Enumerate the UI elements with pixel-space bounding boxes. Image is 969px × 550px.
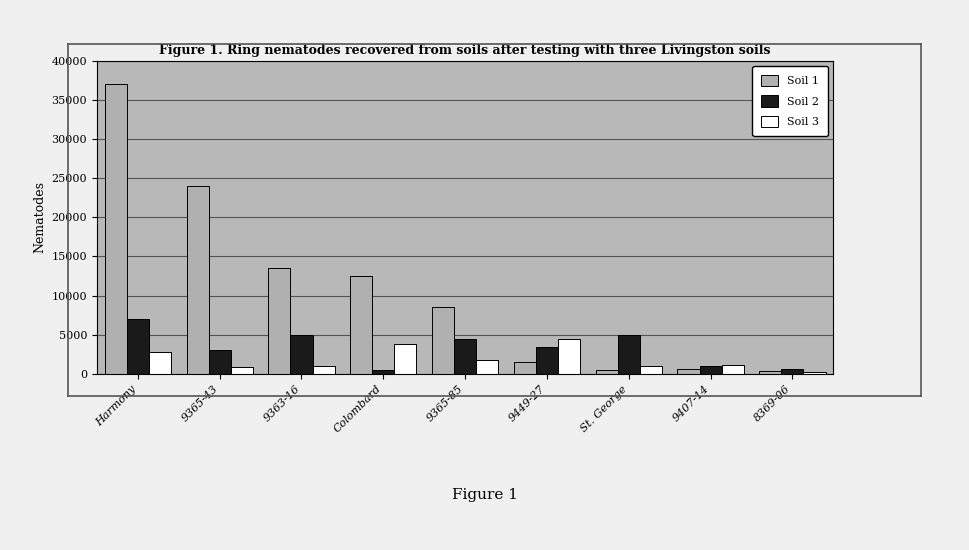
- Bar: [558, 339, 580, 374]
- Bar: [186, 186, 208, 374]
- Bar: [781, 368, 803, 374]
- Bar: [268, 268, 291, 374]
- Bar: [700, 366, 722, 374]
- Bar: [149, 352, 171, 374]
- Title: Figure 1. Ring nematodes recovered from soils after testing with three Livingsto: Figure 1. Ring nematodes recovered from …: [159, 43, 771, 57]
- Y-axis label: Nematodes: Nematodes: [33, 182, 46, 253]
- Bar: [596, 370, 617, 374]
- Bar: [208, 350, 231, 374]
- Bar: [476, 360, 498, 374]
- Text: Figure 1: Figure 1: [452, 488, 517, 502]
- Bar: [677, 368, 700, 374]
- Bar: [536, 346, 558, 374]
- Bar: [617, 335, 640, 374]
- Bar: [231, 367, 253, 374]
- Bar: [803, 372, 826, 374]
- Bar: [372, 370, 394, 374]
- Bar: [127, 319, 149, 374]
- Bar: [350, 276, 372, 374]
- Bar: [105, 84, 127, 374]
- Bar: [432, 307, 454, 374]
- Bar: [313, 366, 334, 374]
- Bar: [454, 339, 476, 374]
- Bar: [291, 335, 313, 374]
- Bar: [394, 344, 417, 374]
- Bar: [640, 366, 662, 374]
- Bar: [722, 365, 744, 374]
- Bar: [760, 371, 781, 374]
- Legend: Soil 1, Soil 2, Soil 3: Soil 1, Soil 2, Soil 3: [753, 66, 828, 136]
- Bar: [514, 362, 536, 374]
